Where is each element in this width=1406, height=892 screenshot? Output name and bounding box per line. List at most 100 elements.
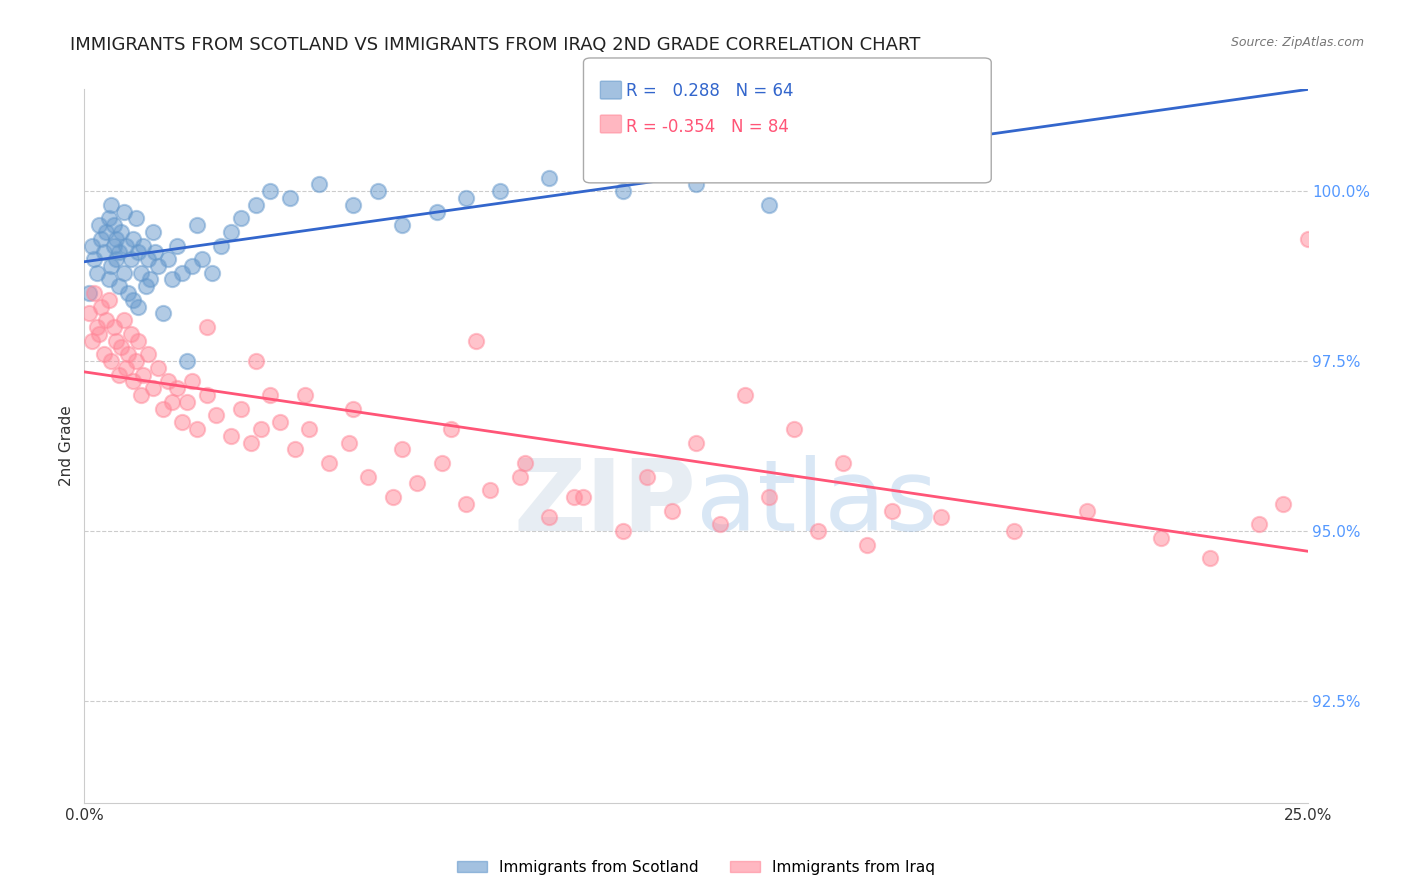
Point (709, 517, 731, 532)
Point (103, 218, 125, 232)
Point (132, 238, 155, 252)
Point (259, 184, 281, 198)
Point (96, 313, 118, 327)
Point (97, 272, 120, 286)
Point (200, 266, 222, 280)
Point (122, 293, 145, 307)
Point (1198, 551, 1220, 566)
Point (86, 266, 108, 280)
Point (127, 300, 149, 314)
Point (391, 218, 413, 232)
Point (269, 415, 291, 429)
Point (156, 375, 179, 389)
Point (219, 225, 242, 239)
Point (83, 252, 105, 266)
Point (195, 320, 218, 334)
Point (229, 211, 252, 226)
Point (856, 537, 879, 551)
Point (1247, 517, 1270, 532)
Point (191, 252, 214, 266)
Point (120, 326, 142, 341)
Point (83, 286, 105, 301)
Point (107, 245, 129, 260)
Point (125, 211, 148, 226)
Text: atlas: atlas (696, 455, 938, 551)
Point (146, 360, 169, 375)
Point (342, 198, 364, 212)
Point (426, 204, 449, 219)
Point (509, 469, 531, 483)
Point (209, 238, 232, 252)
Point (176, 394, 198, 409)
Point (1296, 232, 1319, 246)
Point (489, 184, 512, 198)
Point (1272, 497, 1295, 511)
Point (454, 191, 477, 205)
Point (80, 334, 103, 348)
Point (132, 368, 155, 382)
Point (112, 204, 135, 219)
Point (758, 198, 780, 212)
Point (127, 245, 149, 260)
Point (205, 409, 228, 423)
Point (115, 238, 138, 252)
Point (77, 286, 100, 301)
Point (110, 341, 132, 355)
Point (318, 456, 340, 470)
Point (152, 306, 174, 320)
Point (562, 490, 585, 504)
Point (513, 456, 536, 470)
Point (90, 300, 112, 314)
Point (880, 503, 903, 517)
Point (929, 510, 952, 524)
Point (142, 381, 165, 395)
Text: ZIP: ZIP (513, 455, 696, 551)
Point (139, 272, 162, 286)
Point (685, 435, 707, 450)
Point (166, 238, 188, 252)
Point (245, 354, 267, 368)
Point (129, 266, 152, 280)
Point (136, 252, 159, 266)
Text: R = -0.354   N = 84: R = -0.354 N = 84 (626, 118, 789, 136)
Point (143, 245, 166, 260)
Point (96, 225, 118, 239)
Point (100, 354, 122, 368)
Text: R =   0.288   N = 64: R = 0.288 N = 64 (626, 82, 793, 100)
Point (166, 381, 188, 395)
Point (294, 388, 316, 402)
Point (129, 388, 152, 402)
Point (783, 422, 806, 436)
Point (122, 375, 145, 389)
Point (87, 326, 110, 341)
Point (172, 415, 194, 429)
Point (807, 524, 830, 538)
Point (135, 279, 157, 293)
Point (381, 490, 404, 504)
Point (115, 360, 138, 375)
Point (186, 422, 208, 436)
Point (156, 252, 179, 266)
Point (181, 375, 204, 389)
Point (105, 232, 128, 246)
Point (685, 178, 707, 192)
Point (1002, 524, 1025, 538)
Point (239, 435, 262, 450)
Point (298, 422, 321, 436)
Point (479, 483, 502, 498)
Point (110, 225, 132, 239)
Point (103, 238, 125, 252)
Point (107, 368, 129, 382)
Point (97, 293, 120, 307)
Point (136, 347, 159, 361)
Text: IMMIGRANTS FROM SCOTLAND VS IMMIGRANTS FROM IRAQ 2ND GRADE CORRELATION CHART: IMMIGRANTS FROM SCOTLAND VS IMMIGRANTS F… (70, 36, 921, 54)
Point (97, 211, 120, 226)
Point (337, 435, 360, 450)
Point (259, 388, 281, 402)
Y-axis label: 2nd Grade: 2nd Grade (59, 406, 75, 486)
Point (367, 184, 389, 198)
Point (758, 490, 780, 504)
Point (100, 259, 122, 273)
Point (117, 286, 139, 301)
Point (87, 218, 110, 232)
